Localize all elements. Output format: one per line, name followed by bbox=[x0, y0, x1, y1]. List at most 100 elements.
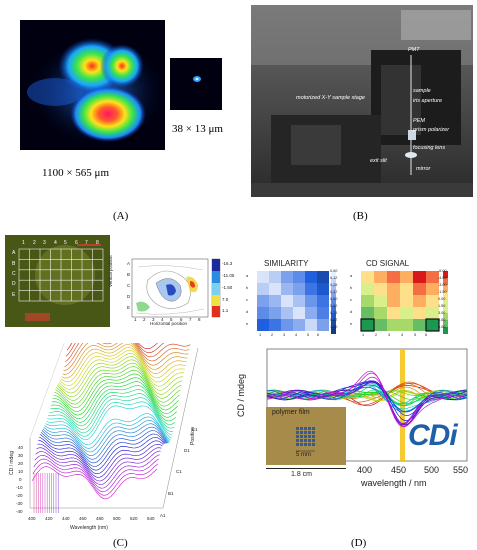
cd-signal-cell bbox=[400, 271, 413, 283]
similarity-cbar-cell bbox=[331, 313, 336, 320]
cd-spectra-xlabel: wavelength / nm bbox=[361, 478, 427, 488]
panel-a-label: (A) bbox=[113, 210, 129, 222]
cd-ytick: e bbox=[350, 322, 353, 326]
plot3d-xtick: 540 bbox=[147, 516, 155, 521]
cd-signal-cell bbox=[387, 271, 400, 283]
panel-b: PMT motorized X-Y sample stage sample ir… bbox=[238, 0, 477, 225]
similarity-cell bbox=[269, 307, 281, 319]
cd-cbar-cell bbox=[443, 313, 448, 320]
spectrum-trace bbox=[34, 454, 160, 489]
panel-a-dim-large: 1100 × 565 μm bbox=[42, 167, 109, 179]
cd-signal-cell bbox=[374, 307, 387, 319]
plot3d-ztag: C1 bbox=[176, 469, 182, 474]
spectrum-trace bbox=[37, 443, 163, 478]
grid-col-2: 2 bbox=[33, 240, 36, 246]
similarity-cell bbox=[281, 295, 293, 307]
similarity-title: SIMILARITY bbox=[264, 259, 309, 268]
sim-cbar: 1.00 bbox=[330, 325, 338, 329]
sim-ytick: e bbox=[246, 322, 249, 326]
contour-cbar-tick: -16.3 bbox=[222, 261, 233, 266]
contour-xtick: 7 bbox=[189, 317, 192, 322]
plot3d-xtick: 500 bbox=[113, 516, 121, 521]
annotation-iris: iris aperture bbox=[413, 98, 443, 104]
similarity-cell bbox=[317, 283, 329, 295]
spectrum-trace bbox=[36, 447, 162, 482]
cd-cbar-cell bbox=[443, 327, 448, 334]
contour-xlabel: Horizontal position bbox=[150, 321, 188, 326]
spectrum-trace bbox=[49, 389, 176, 427]
cd-cbar-cell bbox=[443, 278, 448, 285]
cd-xtick: 5 bbox=[414, 333, 417, 337]
similarity-cell bbox=[269, 271, 281, 283]
panel-d-cd-spectra bbox=[266, 348, 468, 462]
spectrum-trace bbox=[31, 466, 158, 500]
plot3d-ztag: B1 bbox=[168, 491, 174, 496]
grid-col-6: 6 bbox=[75, 240, 78, 246]
spectrum-trace bbox=[64, 343, 190, 367]
sim-cbar: 0.37 bbox=[330, 290, 338, 294]
similarity-cell bbox=[257, 295, 269, 307]
cd-signal-cell bbox=[387, 283, 400, 295]
spectrum-trace bbox=[65, 343, 191, 363]
cd-signal-cell bbox=[426, 271, 439, 283]
contour-ylabel: Vertical position bbox=[108, 255, 113, 287]
contour-cbar-tick: 7.0 bbox=[222, 297, 229, 302]
cd-cbar: 6.00 bbox=[438, 325, 446, 329]
sim-xtick: 6 bbox=[317, 333, 320, 337]
similarity-cbar-cell bbox=[331, 320, 336, 327]
grid-col-3: 3 bbox=[43, 240, 46, 246]
contour-xtick: 4 bbox=[161, 317, 164, 322]
polymer-film-label: polymer film bbox=[272, 409, 310, 416]
cd-signal-heatmap bbox=[360, 271, 448, 334]
cd-signal-cell bbox=[400, 283, 413, 295]
similarity-cell bbox=[305, 319, 317, 331]
spectrum-trace bbox=[58, 353, 185, 390]
sim-cbar: 0.87 bbox=[330, 318, 338, 322]
spectrum-trace bbox=[47, 401, 173, 437]
spectrum-trace bbox=[46, 405, 172, 441]
similarity-cell bbox=[257, 319, 269, 331]
spectrum-trace bbox=[48, 397, 174, 434]
cd-spectrum-trace bbox=[266, 370, 468, 428]
cd-spectra-xtick: 500 bbox=[424, 465, 440, 475]
contour-xtick: 8 bbox=[198, 317, 201, 322]
grid-col-4: 4 bbox=[54, 240, 57, 246]
cd-signal-cell bbox=[361, 295, 374, 307]
similarity-cell bbox=[269, 319, 281, 331]
similarity-cell bbox=[281, 307, 293, 319]
cd-signal-cell bbox=[400, 319, 413, 331]
cd-signal-cell bbox=[361, 283, 374, 295]
spectrum-trace bbox=[45, 413, 171, 446]
plot3d-ztag: E1 bbox=[192, 427, 198, 432]
spectrum-trace bbox=[56, 359, 183, 398]
plot3d-ytick: 30 bbox=[18, 453, 24, 458]
similarity-cbar-cell bbox=[331, 306, 336, 313]
similarity-cell bbox=[305, 283, 317, 295]
annotation-pem: PEM bbox=[413, 118, 425, 124]
grid-col-1: 1 bbox=[22, 240, 25, 246]
panel-c-grid-photo bbox=[5, 235, 110, 327]
similarity-cell bbox=[305, 307, 317, 319]
cd-spectra-ylabel: CD / mdeg bbox=[236, 373, 246, 417]
scale-outer-bar bbox=[266, 468, 346, 469]
plot3d-xtick: 520 bbox=[130, 516, 138, 521]
cd-signal-cell bbox=[374, 271, 387, 283]
similarity-cell bbox=[281, 271, 293, 283]
annotation-prism: prism polarizer bbox=[413, 127, 450, 133]
cd-cbar-cell bbox=[443, 271, 448, 278]
cd-highlight-cell bbox=[425, 318, 440, 332]
grid-col-7: 7 bbox=[85, 240, 88, 246]
plot3d-ztag: A1 bbox=[160, 513, 166, 518]
spectrum-trace bbox=[59, 350, 185, 386]
panel-b-annotations: PMT motorized X-Y sample stage sample ir… bbox=[238, 0, 477, 225]
similarity-cell bbox=[317, 295, 329, 307]
plot3d-ytick: -30 bbox=[16, 501, 23, 506]
cd-signal-cell bbox=[426, 283, 439, 295]
cd-xtick: 4 bbox=[401, 333, 404, 337]
spectrum-trace bbox=[42, 423, 169, 457]
grid-row-b: B bbox=[12, 261, 16, 267]
cd-xtick: 1 bbox=[362, 333, 365, 337]
plot3d-floor bbox=[30, 347, 199, 509]
similarity-cell bbox=[293, 319, 305, 331]
plot3d-xlabel: Wavelength (nm) bbox=[70, 525, 108, 531]
